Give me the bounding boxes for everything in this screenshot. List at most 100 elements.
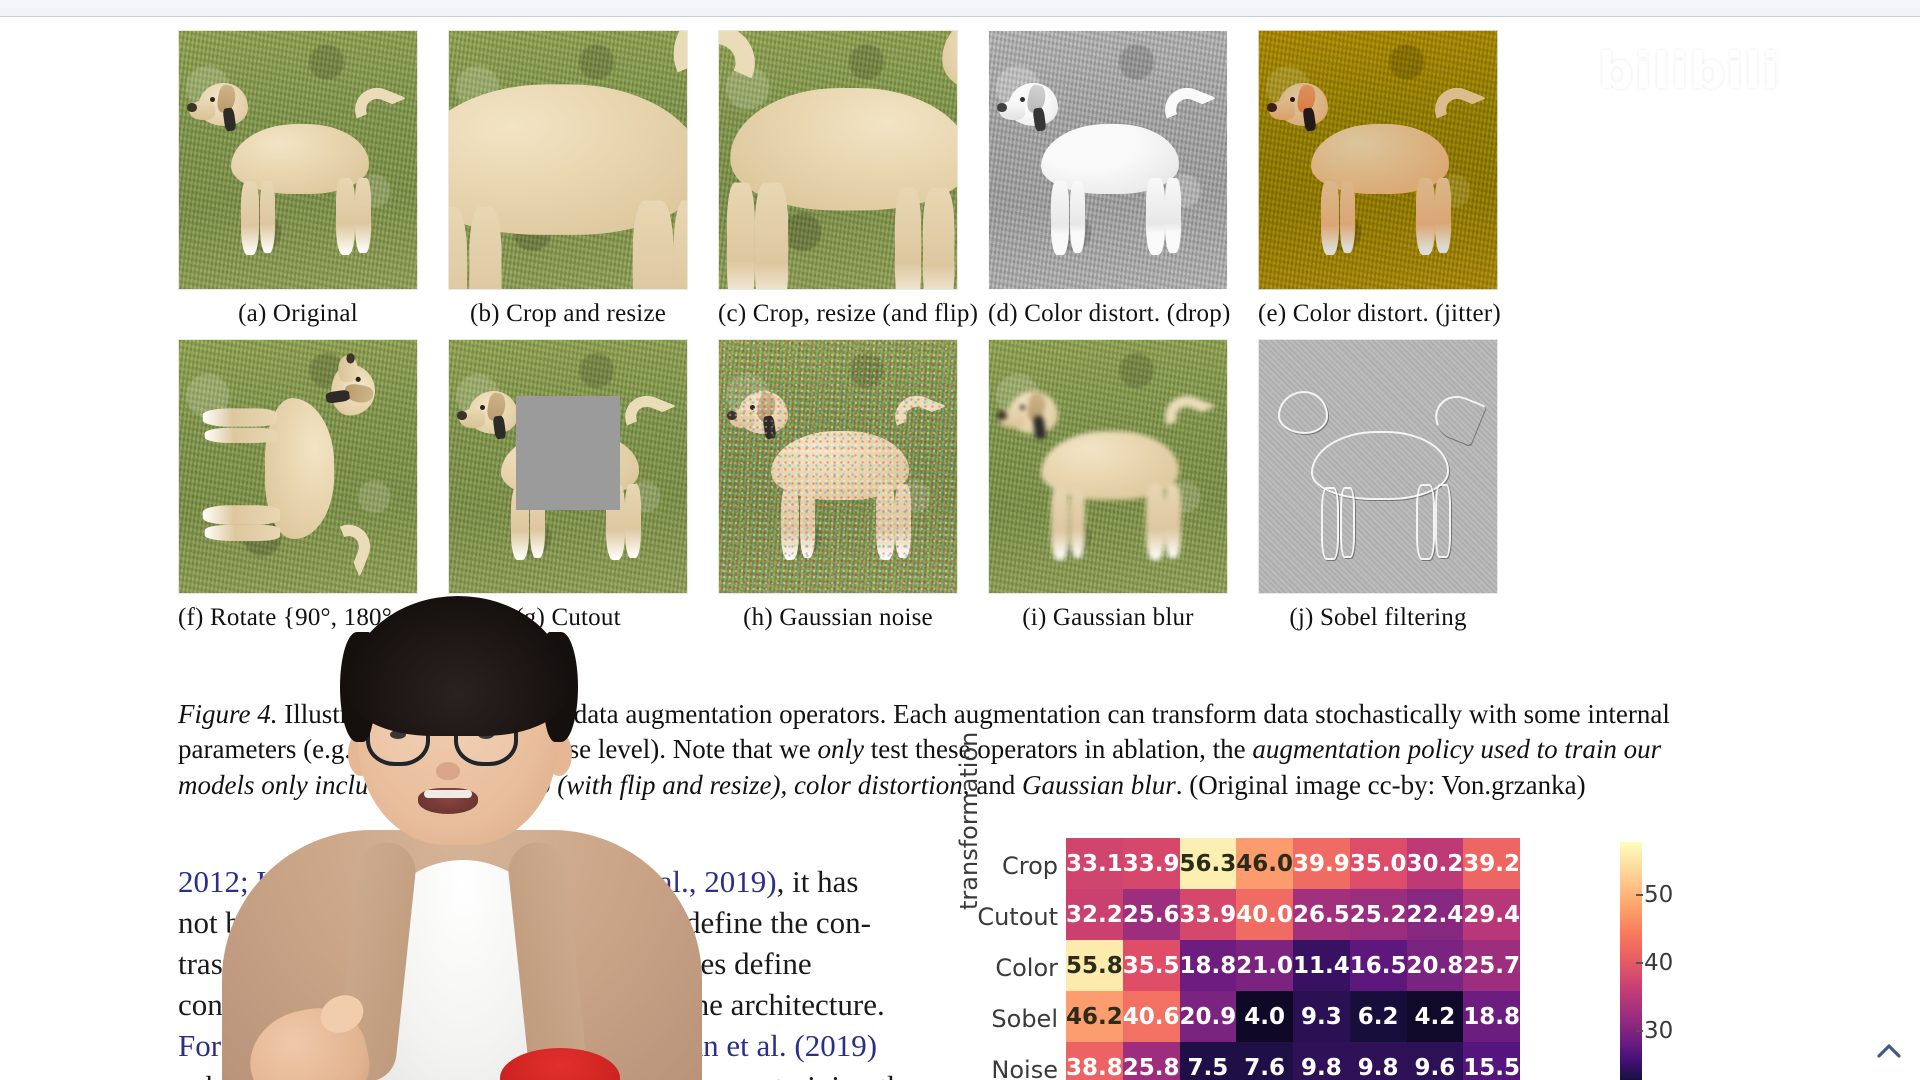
heatmap-cell: 26.5 [1293,889,1350,940]
heatmap-cell: 4.2 [1406,991,1464,1042]
heatmap-row-label-color: Color [995,954,1058,982]
heatmap-cell: 35.0 [1349,838,1407,889]
colorbar-tick-50: 50 [1635,882,1674,908]
augmentation-image-cutout [448,339,688,595]
panel-caption: (i) Gaussian blur [1022,604,1194,632]
figure-panel-e: (e) Color distort. (jitter) [1258,30,1501,329]
heatmap-row: 46.2 40.6 20.9 4.0 9.3 6.2 4.2 18.8 [1066,991,1520,1042]
figure-panel-g: (g) Cutout [448,339,688,633]
heatmap-colorbar [1620,842,1642,1080]
heatmap-cell: 29.4 [1463,889,1520,940]
figure-caption-line-3b: , and [962,769,1022,800]
figure-caption-em-policy: augmentation policy used to train our [1252,734,1662,765]
panel-caption: (c) Crop, resize (and flip) [718,300,979,327]
page-top-edge [0,8,1920,17]
heatmap-cell: 9.8 [1349,1042,1407,1080]
heatmap-cell: 9.3 [1293,991,1350,1042]
body-line-1b: , it has [776,864,859,899]
heatmap-cell: 7.6 [1236,1042,1293,1080]
heatmap-cell: 33.1 [1066,838,1123,889]
panel-caption: (a) Original [238,300,358,327]
heatmap-cell: 40.6 [1122,991,1180,1042]
heatmap-cell: 18.8 [1463,991,1520,1042]
augmentation-image-color-drop [988,30,1228,290]
figure-4: (a) Original (b) Crop and [178,30,1528,634]
heatmap-row-label-crop: Crop [1001,852,1058,880]
heatmap-cell: 25.8 [1122,1042,1180,1080]
augmentation-image-color-jitter [1258,30,1498,290]
colorbar-tick-30: 30 [1635,1018,1674,1044]
augmentation-image-crop-resize-flip [718,30,958,290]
presenter-hair [348,596,568,736]
figure-caption-em-blur: Gaussian blur [1021,769,1176,800]
panel-caption: (e) Color distort. (jitter) [1258,300,1501,327]
figure-panel-a: (a) Original [178,30,418,329]
heatmap-cell: 6.2 [1349,991,1407,1042]
heatmap-cell: 56.3 [1179,838,1237,889]
heatmap-cell: 46.2 [1066,991,1123,1042]
augmentation-image-rotate [178,339,418,595]
panel-caption: (j) Sobel filtering [1289,604,1467,632]
heatmap-cell: 21.0 [1236,940,1293,991]
heatmap-cell: 20.9 [1179,991,1237,1042]
panel-caption: (h) Gaussian noise [743,604,933,632]
figure-caption-line-2b: test these operators in ablation, the [863,734,1253,765]
figure-panel-c: (c) Crop, resize (and flip) [718,30,979,329]
heatmap-cell: 22.4 [1406,889,1464,940]
figure-panel-i: (i) Gaussian blur [988,339,1228,633]
heatmap-row-label-cutout: Cutout [977,903,1058,931]
heatmap-cell: 33.9 [1179,889,1237,940]
panel-caption: (d) Color distort. (drop) [988,300,1231,327]
heatmap-cell: 20.8 [1406,940,1464,991]
heatmap-row: 55.8 35.5 18.8 21.0 11.4 16.5 20.8 25.7 [1066,940,1520,991]
chevron-up-icon[interactable] [1872,1034,1906,1068]
augmentation-image-original [178,30,418,290]
heatmap-cell: 30.2 [1406,838,1464,889]
colorbar-tick-40: 40 [1635,950,1674,976]
figure-panel-f: (f) Rotate {90°, 180°, 270°} [178,339,465,633]
heatmap-row: 38.8 25.8 7.5 7.6 9.8 9.8 9.6 15.5 [1066,1042,1520,1080]
figure-panel-b: (b) Crop and resize [448,30,688,329]
cutout-mask [515,395,621,510]
heatmap-cell: 46.0 [1236,838,1293,889]
heatmap-cell: 55.8 [1066,940,1123,991]
figure-row-1: (a) Original (b) Crop and [178,30,1528,329]
figure-panel-j: (j) Sobel filtering [1258,339,1498,633]
panel-caption: (b) Crop and resize [469,300,667,327]
heatmap-cell: 38.8 [1066,1042,1123,1080]
heatmap-cell: 32.2 [1066,889,1123,940]
heatmap-cell: 25.2 [1349,889,1407,940]
heatmap-cell: 40.0 [1236,889,1293,940]
figure-panel-d: (d) Color distort. (drop) [988,30,1231,329]
heatmap-cell: 15.5 [1463,1042,1520,1080]
augmentation-image-crop-resize [448,30,688,290]
heatmap-cell: 18.8 [1179,940,1237,991]
heatmap-cell: 35.5 [1122,940,1180,991]
augmentation-image-sobel [1258,339,1498,595]
heatmap-row-label-noise: Noise [991,1056,1058,1080]
heatmap-cell: 4.0 [1236,991,1293,1042]
augmentation-image-gaussian-noise [718,339,958,595]
heatmap-cell: 25.6 [1122,889,1180,940]
heatmap-cell: 7.5 [1179,1042,1237,1080]
heatmap-cell: 11.4 [1293,940,1350,991]
heatmap-cell: 33.9 [1122,838,1180,889]
figure-caption-label: Figure 4. [178,699,278,729]
figure-caption-em-only: only [817,734,864,765]
heatmap-cell: 9.6 [1406,1042,1464,1080]
figure-panel-h: (h) Gaussian noise [718,339,958,633]
figure-row-2: (f) Rotate {90°, 180°, 270°} [178,339,1528,633]
heatmap-row: 33.1 33.9 56.3 46.0 39.9 35.0 30.2 39.2 [1066,838,1520,889]
heatmap-cell: 9.8 [1293,1042,1350,1080]
heatmap-row: 32.2 25.6 33.9 40.0 26.5 25.2 22.4 29.4 [1066,889,1520,940]
page-margin [0,17,178,1080]
heatmap-cell: 25.7 [1463,940,1520,991]
heatmap-cell: 39.9 [1293,838,1350,889]
heatmap-cell: 16.5 [1349,940,1407,991]
heatmap-cells: 33.1 33.9 56.3 46.0 39.9 35.0 30.2 39.2 32.2 25.6… [1066,838,1520,1080]
presenter-overlay [200,592,720,1080]
heatmap-cell: 39.2 [1463,838,1520,889]
augmentation-image-gaussian-blur [988,339,1228,595]
heatmap-row-label-sobel: Sobel [991,1005,1058,1033]
